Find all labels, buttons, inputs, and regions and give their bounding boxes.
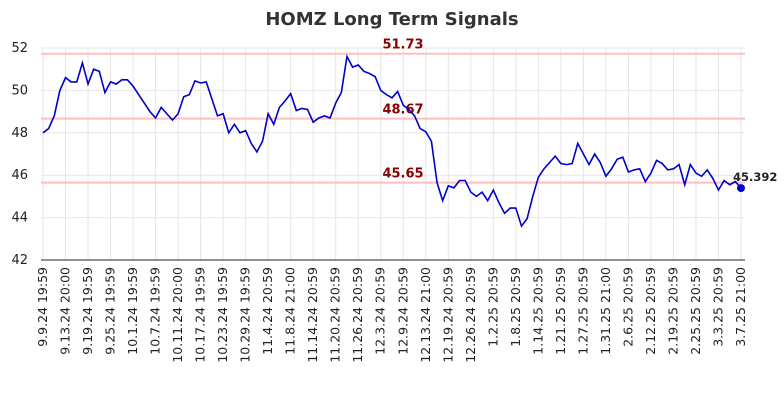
x-tick-label: 2.6.25 20:59: [620, 267, 635, 347]
x-tick-label: 11.4.24 20:59: [260, 267, 275, 355]
x-tick-label: 1.27.25 20:59: [575, 267, 590, 355]
x-tick-label: 12.13.24 21:00: [418, 267, 433, 363]
last-value-label: 45.392: [733, 170, 777, 184]
x-tick-label: 2.19.25 20:59: [665, 267, 680, 355]
x-tick-label: 1.2.25 20:59: [485, 267, 500, 347]
chart-title: HOMZ Long Term Signals: [265, 9, 518, 30]
x-tick-label: 2.25.25 20:59: [688, 267, 703, 355]
x-tick-label: 9.19.24 19:59: [80, 267, 95, 355]
x-tick-label: 12.19.24 20:59: [440, 267, 455, 363]
last-point: [737, 184, 745, 193]
x-tick-label: 3.7.25 21:00: [733, 267, 748, 347]
x-tick-label: 9.25.24 19:59: [103, 267, 118, 355]
y-tick-label: 48: [11, 126, 28, 141]
x-tick-label: 3.3.25 20:59: [710, 267, 725, 347]
x-tick-label: 1.31.25 21:00: [598, 267, 613, 355]
x-tick-label: 1.8.25 20:59: [508, 267, 523, 347]
x-tick-label: 9.9.24 19:59: [35, 267, 50, 347]
x-tick-label: 10.1.24 19:59: [125, 267, 140, 355]
x-tick-label: 11.14.24 20:59: [305, 267, 320, 363]
x-tick-label: 12.9.24 20:59: [395, 267, 410, 355]
y-tick-label: 52: [11, 41, 28, 56]
y-tick-label: 44: [11, 211, 28, 226]
y-tick-label: 50: [11, 83, 28, 98]
signal-label: 45.65: [382, 167, 423, 182]
x-tick-label: 1.21.25 20:59: [553, 267, 568, 355]
x-tick-label: 10.17.24 19:59: [193, 267, 208, 363]
price-line: [42, 53, 742, 228]
signal-label: 51.73: [382, 38, 423, 53]
x-tick-label: 11.26.24 20:59: [350, 267, 365, 363]
x-tick-label: 2.12.25 20:59: [643, 267, 658, 355]
x-tick-label: 10.7.24 19:59: [148, 267, 163, 355]
y-tick-label: 46: [11, 168, 28, 183]
x-tick-label: 10.29.24 19:59: [238, 267, 253, 363]
x-tick-label: 12.3.24 20:59: [373, 267, 388, 355]
x-tick-label: 10.23.24 19:59: [215, 267, 230, 363]
x-tick-label: 1.14.25 20:59: [530, 267, 545, 355]
x-tick-label: 9.13.24 20:00: [58, 267, 73, 355]
x-tick-label: 11.20.24 20:59: [328, 267, 343, 363]
x-tick-label: 11.8.24 21:00: [283, 267, 298, 355]
x-tick-label: 12.26.24 20:59: [463, 267, 478, 363]
x-tick-label: 10.11.24 20:00: [170, 267, 185, 363]
y-tick-label: 42: [11, 253, 28, 268]
